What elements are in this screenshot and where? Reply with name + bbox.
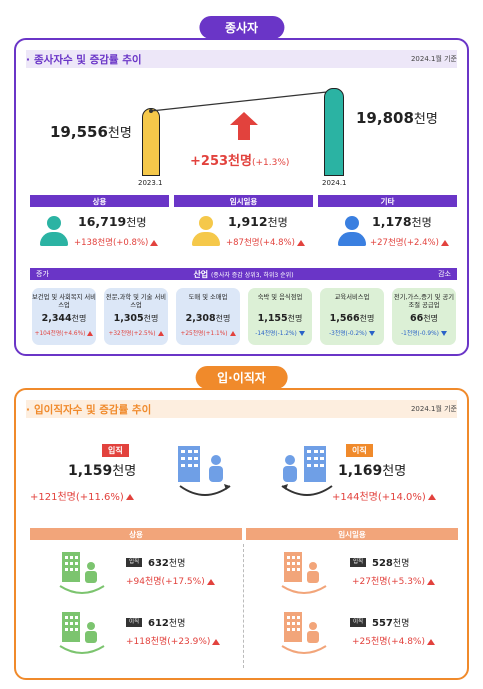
regular-entry-value: 632천명: [148, 558, 186, 569]
category-regular-change: +138천명(+0.8%): [74, 236, 159, 248]
bar-2023: [142, 108, 160, 176]
temp-entry-value: 528천명: [372, 558, 410, 569]
category-regular-bar: 상용: [30, 195, 169, 207]
exit-building-icon: [281, 446, 333, 496]
employees-section-title: 종사자: [198, 16, 285, 39]
regular-bar: 상용: [30, 528, 242, 540]
bar-2024: [324, 88, 344, 176]
employees-change: +253천명(+1.3%): [190, 154, 290, 169]
regular-exit-value: 612천명: [148, 618, 186, 629]
category-temp-bar: 임시일용: [174, 195, 313, 207]
turnover-card: · 입이직자수 및 증감률 추이 2024.1월 기준 입직 1,159천명 +1…: [14, 388, 469, 680]
industry-box-5: 교육서비스업 1,566천명 -3천명(-0.2%): [320, 288, 384, 345]
person-teal-icon: [40, 216, 68, 246]
temp-exit-building-icon: [281, 612, 327, 654]
industry-box-1: 보건업 및 사회복지 서비스업 2,344천명 +104천명(+4.6%): [32, 288, 96, 345]
employees-2023-value: 19,556천명: [50, 123, 132, 141]
temp-entry-change: +27천명(+5.3%): [352, 574, 435, 587]
increase-arrow-icon: [230, 112, 258, 140]
turnover-header-title: · 입이직자수 및 증감률 추이: [26, 403, 152, 416]
divider: [243, 544, 244, 668]
entry-tag: 입직: [102, 444, 129, 457]
regular-entry-change: +94천명(+17.5%): [126, 574, 215, 587]
temp-exit-tag: 이직: [350, 618, 367, 627]
category-temp-change: +87천명(+4.8%): [226, 236, 305, 248]
category-temp-value: 1,912천명: [228, 214, 288, 229]
employees-header: · 종사자수 및 증감률 추이 2024.1월 기준: [26, 50, 457, 68]
exit-change: +144천명(+14.0%): [332, 488, 436, 503]
turnover-header: · 입이직자수 및 증감률 추이 2024.1월 기준: [26, 400, 457, 418]
category-other-change: +27천명(+2.4%): [370, 236, 449, 248]
industry-box-2: 전문,과학 및 기술 서비스업 1,305천명 +32천명(+2.5%): [104, 288, 168, 345]
temp-exit-change: +25천명(+4.8%): [352, 634, 435, 647]
industry-box-4: 숙박 및 음식점업 1,155천명 -14천명(-1.2%): [248, 288, 312, 345]
category-other-bar: 기타: [318, 195, 457, 207]
category-regular-value: 16,719천명: [78, 214, 147, 229]
exit-tag: 이직: [346, 444, 373, 457]
entry-value: 1,159천명: [68, 463, 137, 479]
category-other-value: 1,178천명: [372, 214, 432, 229]
employees-header-title: · 종사자수 및 증감률 추이: [26, 53, 142, 66]
turnover-section-title: 입·이직자: [195, 366, 288, 389]
temp-entry-building-icon: [281, 552, 327, 594]
employees-card: · 종사자수 및 증감률 추이 2024.1월 기준 19,556천명 2023.…: [14, 38, 469, 356]
regular-exit-tag: 이직: [126, 618, 143, 627]
employees-date: 2024.1월 기준: [410, 55, 457, 63]
label-2023: 2023.1: [138, 179, 163, 187]
regular-entry-building-icon: [59, 552, 105, 594]
industry-bar: 증가 산업 (종사자 증감 상위3, 하위3 순위) 감소: [30, 268, 457, 280]
employees-2024-value: 19,808천명: [356, 109, 438, 127]
temp-exit-value: 557천명: [372, 618, 410, 629]
industry-box-3: 도매 및 소매업 2,308천명 +25천명(+1.1%): [176, 288, 240, 345]
person-yellow-icon: [192, 216, 220, 246]
industry-box-6: 전기,가스,증기 및 공기조절 공급업 66천명 -1천명(-0.9%): [392, 288, 456, 345]
temporary-bar: 임시일용: [246, 528, 458, 540]
regular-exit-building-icon: [59, 612, 105, 654]
entry-building-icon: [178, 446, 231, 496]
label-2024: 2024.1: [322, 179, 347, 187]
turnover-date: 2024.1월 기준: [410, 405, 457, 413]
industry-title: 산업 (종사자 증감 상위3, 하위3 순위): [193, 269, 294, 279]
industry-decrease-label: 감소: [438, 270, 451, 278]
person-blue-icon: [338, 216, 366, 246]
industry-increase-label: 증가: [36, 270, 49, 278]
exit-value: 1,169천명: [338, 463, 407, 479]
regular-exit-change: +118천명(+23.9%): [126, 634, 221, 647]
entry-change: +121천명(+11.6%): [30, 488, 134, 503]
temp-entry-tag: 입직: [350, 558, 367, 567]
regular-entry-tag: 입직: [126, 558, 143, 567]
